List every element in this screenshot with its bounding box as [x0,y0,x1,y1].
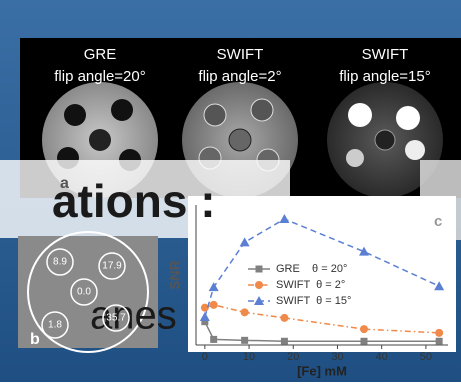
image-subtitle: flip angle=20° [54,68,146,85]
panel-label: c [434,213,442,230]
point [281,338,288,345]
overlay-heading: ations : [52,175,216,227]
point [436,338,443,345]
panel-label: b [30,331,40,348]
legend-marker [255,281,263,289]
y-axis-label: SNR [167,260,183,290]
vial-label: 35.7 [106,313,126,324]
point [435,329,443,337]
point [241,308,249,316]
vial-label: 0.0 [77,287,91,298]
x-axis-label: [Fe] mM [297,363,347,378]
image-title: GRE [84,46,117,63]
image-title: SWIFT [217,46,264,63]
legend-marker [256,266,263,273]
legend-label: SWIFT θ = 15° [276,295,351,307]
image-subtitle: flip angle=15° [339,68,431,85]
x-tick-label: 50 [420,351,432,363]
vial-label: 17.9 [102,261,122,272]
vial-label: 1.8 [48,320,62,331]
vial-label: 8.9 [53,257,67,268]
point [210,301,218,309]
x-tick-label: 30 [331,351,343,363]
point [210,336,217,343]
legend-label: GRE θ = 20° [276,263,347,275]
slide: GRE flip angle=20° SWIFT flip angle=2° SWIFT… [0,0,461,382]
point [361,338,368,345]
point [360,325,368,333]
x-tick-label: 40 [376,351,388,363]
point [201,304,209,312]
point [280,314,288,322]
point [241,337,248,344]
image-subtitle: flip angle=2° [198,68,281,85]
x-tick-label: 20 [287,351,299,363]
x-tick-label: 10 [243,351,255,363]
legend-label: SWIFT θ = 2° [276,279,345,291]
image-title: SWIFT [362,46,409,63]
x-tick-label: 0 [202,351,208,363]
